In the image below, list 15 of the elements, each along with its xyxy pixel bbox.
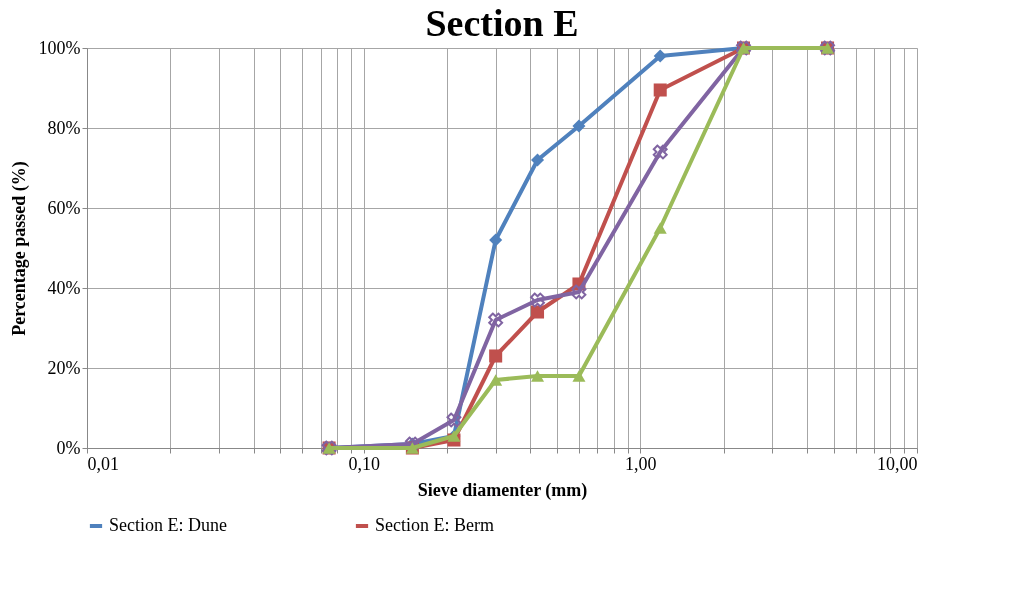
y-tick-label: 40% <box>47 277 81 298</box>
y-tick-label: 0% <box>56 437 81 458</box>
y-tick-label: 20% <box>47 357 81 378</box>
y-axis-title: Percentage passed (%) <box>8 161 30 336</box>
y-tick-label: 80% <box>47 117 81 138</box>
legend-label: Section E: Dune <box>109 515 227 535</box>
x-tick-label: 10,00 <box>877 453 918 474</box>
y-tick-label: 60% <box>47 197 81 218</box>
legend-label: Section E: Berm <box>375 515 494 535</box>
y-tick-label: 100% <box>38 37 81 58</box>
x-axis-title: Sieve diamenter (mm) <box>417 479 588 501</box>
x-tick-label: 0,10 <box>348 453 380 474</box>
chart-title: Section E <box>425 1 579 44</box>
x-tick-label: 0,01 <box>87 453 119 474</box>
x-tick-label: 1,00 <box>625 453 657 474</box>
